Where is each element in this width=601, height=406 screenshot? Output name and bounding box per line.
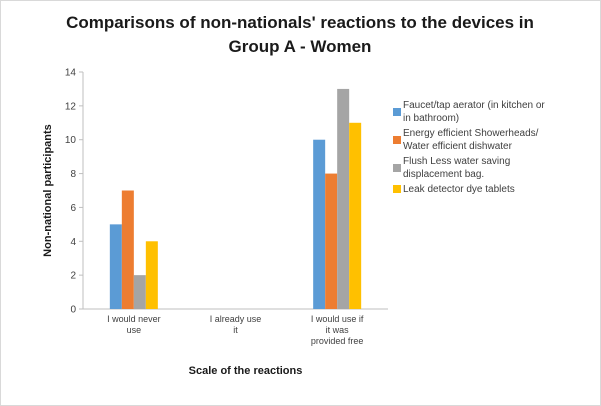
legend-swatch-0 bbox=[393, 108, 401, 116]
x-category-label: I would never bbox=[107, 314, 161, 324]
legend-label-1: Water efficient dishwater bbox=[403, 141, 513, 152]
x-category-label: provided free bbox=[311, 336, 364, 346]
x-category-label: I already use bbox=[210, 314, 262, 324]
legend-swatch-1 bbox=[393, 136, 401, 144]
y-tick-label: 2 bbox=[70, 271, 76, 282]
bar-2-2 bbox=[337, 88, 350, 309]
legend-label-0: Faucet/tap aerator (in kitchen or bbox=[403, 100, 545, 111]
bar-0-0 bbox=[109, 224, 122, 309]
legend-label-2: displacement bag. bbox=[403, 169, 484, 180]
y-tick-label: 12 bbox=[65, 101, 77, 112]
x-category-label: it was bbox=[326, 325, 350, 335]
legend-label-1: Energy efficient Showerheads/ bbox=[403, 128, 539, 139]
bar-2-1 bbox=[325, 173, 338, 309]
bar-0-2 bbox=[133, 275, 146, 309]
x-axis-title: Scale of the reactions bbox=[189, 365, 303, 377]
legend-label-3: Leak detector dye tablets bbox=[403, 184, 515, 195]
x-category-label: it bbox=[233, 325, 238, 335]
y-tick-label: 6 bbox=[70, 203, 76, 214]
legend-label-0: in bathroom) bbox=[403, 113, 459, 124]
legend-label-2: Flush Less water saving bbox=[403, 156, 510, 167]
y-axis-title: Non-national participants bbox=[42, 124, 54, 257]
chart-title-line-1: Group A - Women bbox=[229, 37, 372, 56]
y-tick-label: 8 bbox=[70, 169, 76, 180]
bar-2-3 bbox=[349, 122, 362, 310]
legend-swatch-2 bbox=[393, 164, 401, 172]
x-category-label: use bbox=[127, 325, 142, 335]
bar-0-1 bbox=[121, 190, 134, 309]
legend-swatch-3 bbox=[393, 185, 401, 193]
y-tick-label: 0 bbox=[70, 305, 76, 316]
bar-2-0 bbox=[313, 139, 326, 309]
y-tick-label: 14 bbox=[65, 68, 77, 79]
bar-0-3 bbox=[145, 241, 158, 309]
y-tick-label: 4 bbox=[70, 237, 76, 248]
chart-title-line-0: Comparisons of non-nationals' reactions … bbox=[66, 13, 534, 32]
x-category-label: I would use if bbox=[311, 314, 364, 324]
y-tick-label: 10 bbox=[65, 135, 77, 146]
